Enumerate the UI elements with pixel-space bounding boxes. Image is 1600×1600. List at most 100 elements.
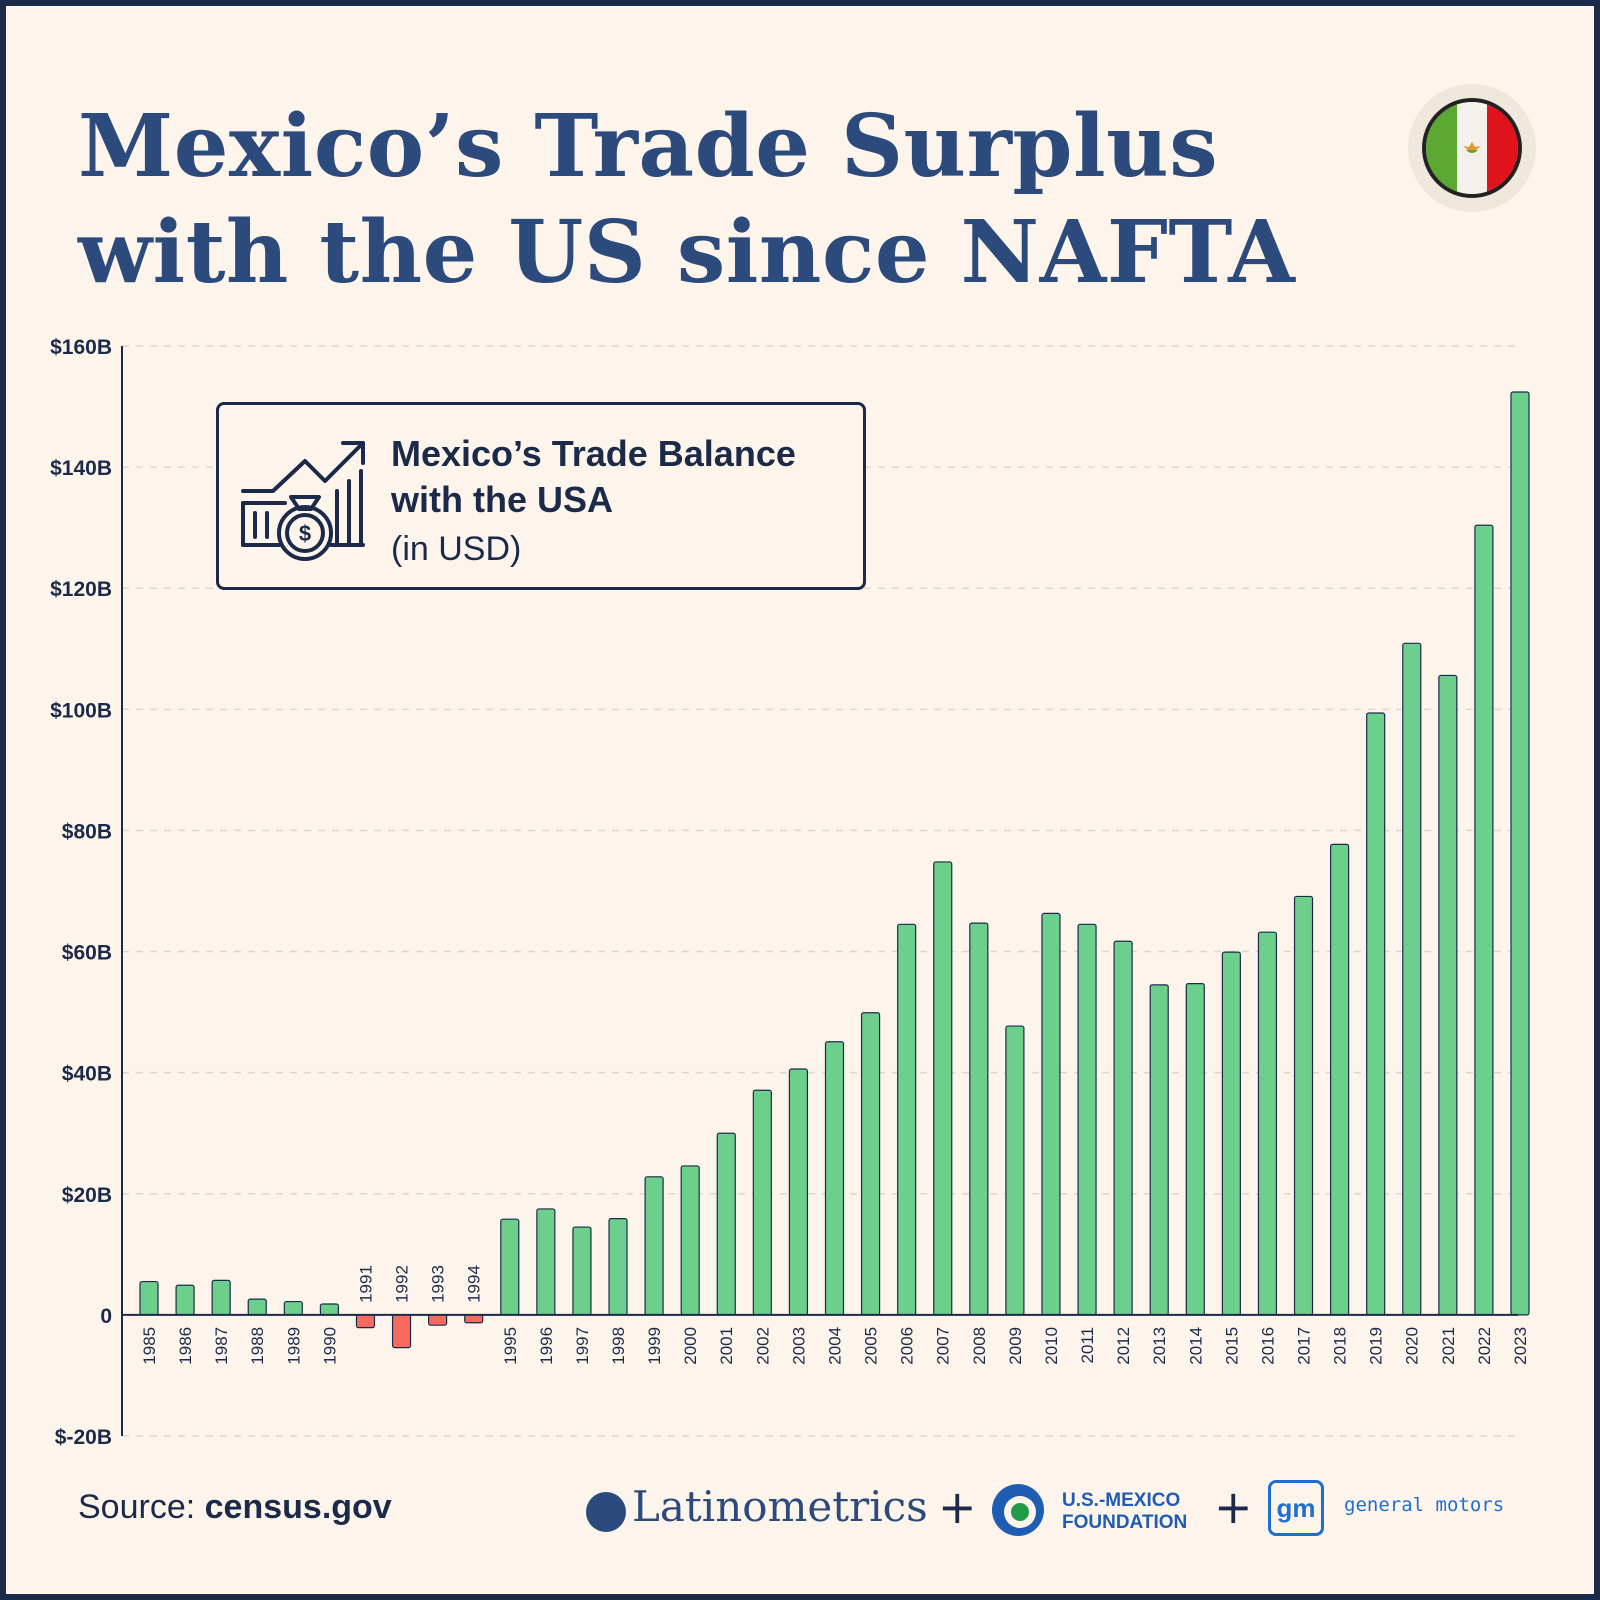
x-tick-label: 2006 [898, 1327, 917, 1365]
title-line-2: with the US since NAFTA [78, 202, 1296, 303]
bar-2014 [1185, 983, 1205, 1316]
bar-2018 [1330, 843, 1350, 1316]
trade-growth-moneybag-icon: $ [241, 441, 365, 561]
x-tick-label: 2017 [1295, 1327, 1314, 1365]
bar-2006 [897, 923, 917, 1316]
x-tick-label: 2000 [681, 1327, 700, 1365]
source-value: census.gov [204, 1488, 392, 1526]
bar-1985 [139, 1280, 159, 1316]
source-label: Source: [78, 1488, 196, 1526]
x-tick-label: 2021 [1439, 1327, 1458, 1365]
x-tick-label: 1994 [465, 1265, 484, 1303]
x-tick-label: 2022 [1475, 1327, 1494, 1365]
bar-2007 [933, 861, 953, 1316]
bar-2008 [969, 922, 989, 1316]
x-tick-label: 2004 [826, 1327, 845, 1365]
bar-2000 [680, 1165, 700, 1316]
y-tick-label: $160B [50, 336, 112, 359]
bar-1988 [247, 1298, 267, 1316]
gm-logo-text: general motors [1344, 1494, 1505, 1516]
x-tick-label: 2005 [862, 1327, 881, 1365]
bar-1986 [175, 1284, 195, 1316]
y-tick-label: $80B [62, 820, 112, 843]
plus-separator-2: + [1214, 1480, 1253, 1534]
x-tick-label: 2008 [970, 1327, 989, 1365]
bar-2015 [1221, 951, 1241, 1316]
x-tick-label: 1996 [537, 1327, 556, 1365]
bar-1993 [428, 1314, 448, 1326]
title-line-1: Mexico’s Trade Surplus [78, 96, 1219, 197]
usmf-line-2: FOUNDATION [1062, 1512, 1188, 1533]
bar-2010 [1041, 912, 1061, 1316]
legend-title-line-1: Mexico’s Trade Balance [391, 433, 796, 474]
y-tick-label: $140B [50, 457, 112, 480]
x-tick-label: 2012 [1114, 1327, 1133, 1365]
x-tick-label: 2002 [753, 1327, 772, 1365]
bar-2021 [1438, 674, 1458, 1316]
x-tick-label: 1985 [140, 1327, 159, 1365]
bar-1990 [319, 1303, 339, 1316]
bar-1998 [608, 1218, 628, 1316]
y-tick-labels: $-20B 0 $20B $40B $60B $80B $100B $120B $140B $16… [50, 336, 112, 1449]
page-title: Mexico’s Trade Surplus with the US since… [78, 94, 1295, 306]
source-credit: Source: census.gov [78, 1488, 392, 1527]
eagle-emblem-icon [1463, 142, 1481, 153]
bar-2002 [752, 1089, 772, 1316]
y-tick-label: $40B [62, 1063, 112, 1086]
latinometrics-logo: Latinometrics [632, 1482, 928, 1531]
x-tick-label: 1990 [320, 1327, 339, 1365]
y-tick-label: $20B [62, 1184, 112, 1207]
bar-1994 [464, 1314, 484, 1324]
bar-2020 [1402, 642, 1422, 1316]
bar-chart: $-20B 0 $20B $40B $60B $80B $100B $120B $140B $16… [50, 336, 1530, 1449]
sponsor-logos: Latinometrics + U.S.-MEXICO FOUNDATION +… [586, 1468, 1526, 1552]
usmf-line-1: U.S.-MEXICO [1062, 1490, 1181, 1511]
bar-1997 [572, 1226, 592, 1316]
x-tick-labels: 1985 1986 1987 1988 1989 1990 1991 1992 1993 1994… [140, 1265, 1530, 1365]
bar-1996 [536, 1208, 556, 1316]
bar-2013 [1149, 984, 1169, 1316]
bar-1995 [500, 1218, 520, 1316]
bar-2003 [788, 1068, 809, 1316]
x-tick-label: 1989 [284, 1327, 303, 1365]
bar-2019 [1366, 712, 1386, 1316]
bar-2011 [1077, 923, 1097, 1316]
bar-2023 [1510, 391, 1530, 1316]
bar-1989 [283, 1300, 303, 1316]
x-tick-label: 1995 [501, 1327, 520, 1365]
usmexico-foundation-icon [992, 1484, 1044, 1536]
infographic-frame: Mexico’s Trade Surplus with the US since… [6, 6, 1594, 1594]
bar-2017 [1293, 895, 1314, 1316]
bar-2022 [1474, 524, 1494, 1316]
x-tick-label: 2023 [1511, 1327, 1530, 1365]
gridlines [122, 345, 1518, 1437]
bar-2005 [860, 1012, 881, 1316]
legend-title-line-2: with the USA [391, 479, 613, 520]
x-tick-label: 2018 [1331, 1327, 1350, 1365]
y-tick-label: 0 [100, 1305, 112, 1328]
x-tick-label: 2016 [1258, 1327, 1277, 1365]
x-tick-label: 2001 [717, 1327, 736, 1365]
y-tick-label: $100B [50, 699, 112, 722]
bar-1987 [211, 1279, 231, 1316]
y-tick-label: $-20B [55, 1426, 112, 1449]
bar-2001 [716, 1132, 736, 1316]
legend-subtitle: (in USD) [391, 530, 522, 568]
bar-2004 [824, 1041, 845, 1316]
bar-1992 [391, 1314, 412, 1349]
x-tick-label: 2009 [1006, 1327, 1025, 1365]
mexico-flag-badge [1408, 84, 1536, 212]
latinometrics-globe-icon [586, 1492, 626, 1532]
x-tick-label: 1997 [573, 1327, 592, 1365]
usmexico-foundation-logo: U.S.-MEXICO FOUNDATION [1062, 1490, 1187, 1534]
x-tick-label: 2011 [1078, 1327, 1097, 1364]
x-tick-label: 1987 [212, 1327, 231, 1365]
x-tick-label: 1986 [176, 1327, 195, 1365]
gm-logo-mark: gm [1268, 1480, 1324, 1536]
bar-1999 [644, 1176, 664, 1316]
bar-1991 [355, 1314, 376, 1329]
bars [139, 391, 1530, 1349]
x-tick-label: 2020 [1403, 1327, 1422, 1365]
x-tick-label: 1999 [645, 1327, 664, 1365]
x-tick-label: 2019 [1367, 1327, 1386, 1365]
